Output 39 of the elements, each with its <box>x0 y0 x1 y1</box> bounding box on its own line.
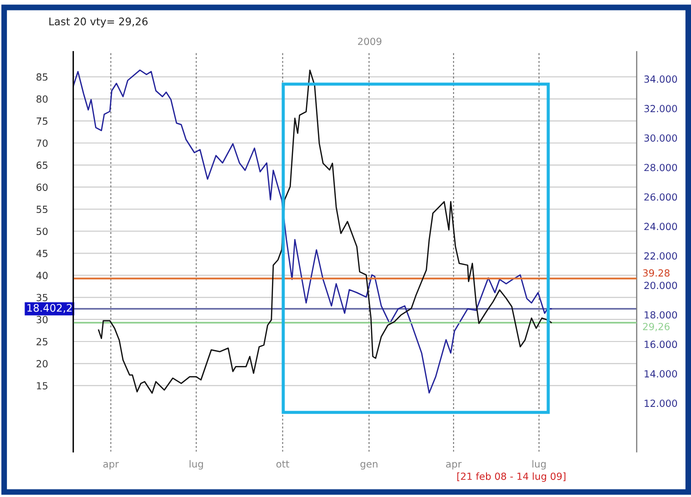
y-tick-label: 70 <box>36 139 48 147</box>
y-tick-label: 20 <box>36 360 48 368</box>
y-tick-label: 55 <box>36 206 48 213</box>
x-tick-label: apr <box>446 462 462 470</box>
y-tick-label: 85 <box>36 73 48 81</box>
y-tick-label: 35 <box>36 294 48 302</box>
y-tick-label: 25 <box>36 338 48 346</box>
chart-title: Last 20 vty= 29,26 <box>49 18 148 28</box>
y-tick-label: 30 <box>36 316 48 324</box>
x-tick-label: apr <box>103 462 119 470</box>
ref-line-label: 29,26 <box>643 322 670 332</box>
y2-tick-label: 32.000 <box>644 104 678 112</box>
ref-line-label: 39.28 <box>643 269 670 277</box>
y-tick-label: 80 <box>36 95 48 103</box>
y-tick-label: 40 <box>36 272 48 280</box>
y-tick-label: 45 <box>36 250 48 258</box>
y2-tick-label: 16.000 <box>644 340 678 348</box>
x-tick-label: ott <box>276 460 290 468</box>
text: [21 feb 08 - 14 lug 09] <box>457 472 566 482</box>
y-tick-label: 50 <box>36 228 48 236</box>
y-tick-label: 65 <box>36 162 48 169</box>
y-tick-label: 75 <box>36 118 48 125</box>
y-tick-label: 15 <box>36 382 48 390</box>
y2-tick-label: 18.000 <box>644 311 678 319</box>
text: 2009 <box>358 38 382 46</box>
y2-tick-label: 28.000 <box>644 164 678 172</box>
y2-tick-label: 30.000 <box>644 134 678 142</box>
y2-tick-label: 20.000 <box>644 282 678 290</box>
y2-tick-label: 34.000 <box>644 75 678 83</box>
y2-tick-label: 22.000 <box>644 252 678 260</box>
y2-tick-label: 24.000 <box>644 222 678 230</box>
y2-tick-label: 26.000 <box>644 193 678 201</box>
x-tick-label: lug <box>190 460 203 470</box>
x-tick-label: lug <box>532 460 546 470</box>
y2-tick-label: 12.000 <box>644 400 678 407</box>
ref-line-label: 18.402,2 <box>27 304 72 313</box>
x-tick-label: gen <box>360 462 378 470</box>
y2-tick-label: 14.000 <box>644 370 678 378</box>
y-tick-label: 60 <box>36 184 48 191</box>
